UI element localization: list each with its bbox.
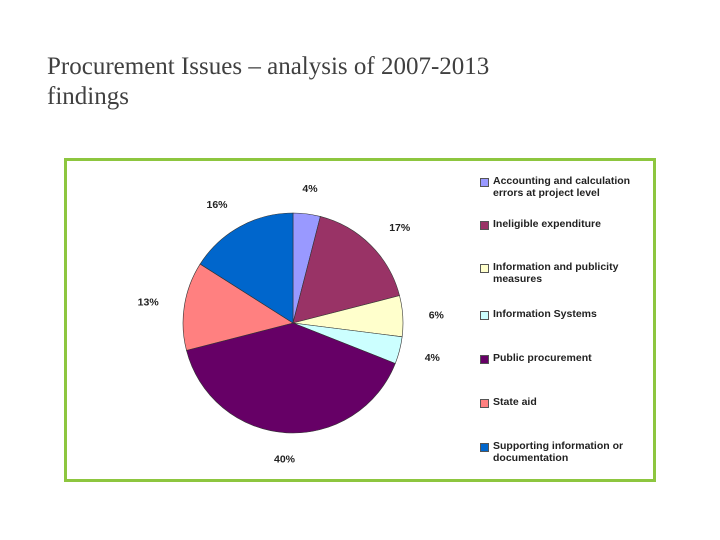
legend-label: Ineligible expenditure <box>493 218 601 230</box>
pie-labels: 4% 17% 6% 4% 40% 13% 16% <box>138 183 445 466</box>
legend-swatch <box>480 178 489 187</box>
pie-label-information-and-publicity-measures: 6% <box>429 310 445 322</box>
pie-slice-state-aid <box>182 263 294 351</box>
legend-swatch <box>480 443 489 452</box>
slide-title: Procurement Issues – analysis of 2007-20… <box>47 53 490 110</box>
legend-label: Supporting information or documentation <box>493 440 624 464</box>
legend-label: State aid <box>493 396 537 408</box>
pie-label-ineligible-expenditure: 17% <box>389 222 411 234</box>
pie-label-public-procurement: 40% <box>274 454 296 466</box>
legend-label: Public procurement <box>493 352 592 364</box>
legend-swatch <box>480 311 489 320</box>
legend-swatch <box>480 264 489 273</box>
legend-item-accounting-and-calculation-errors-at-project-level: Accounting and calculation errors at pro… <box>480 175 652 199</box>
pie-label-accounting-and-calculation-errors-at-project-level: 4% <box>302 183 318 195</box>
legend-item-information-systems: Information Systems <box>480 308 652 320</box>
legend-item-public-procurement: Public procurement <box>480 352 652 364</box>
pie-label-state-aid: 13% <box>138 297 160 309</box>
pie-label-supporting-information-or-documentation: 16% <box>206 199 228 211</box>
chart-frame: 4% 17% 6% 4% 40% 13% 16% Accounting and calcul… <box>64 158 656 482</box>
legend-label: Accounting and calculation errors at pro… <box>493 175 631 199</box>
pie-slice-ineligible-expenditure <box>292 216 400 324</box>
legend-label: Information Systems <box>493 308 597 320</box>
pie-chart: 4% 17% 6% 4% 40% 13% 16% <box>138 183 445 466</box>
pie-slice-supporting-information-or-documentation <box>199 212 294 324</box>
legend-item-supporting-information-or-documentation: Supporting information or documentation <box>480 440 652 464</box>
legend-item-ineligible-expenditure: Ineligible expenditure <box>480 218 652 230</box>
legend-item-state-aid: State aid <box>480 396 652 408</box>
pie-label-information-systems: 4% <box>425 352 441 364</box>
legend-item-information-and-publicity-measures: Information and publicity measures <box>480 261 652 285</box>
pie-slices <box>182 212 404 434</box>
legend-swatch <box>480 355 489 364</box>
legend-swatch <box>480 221 489 230</box>
legend-swatch <box>480 399 489 408</box>
pie-slice-public-procurement <box>186 322 396 434</box>
legend-label: Information and publicity measures <box>493 261 619 285</box>
